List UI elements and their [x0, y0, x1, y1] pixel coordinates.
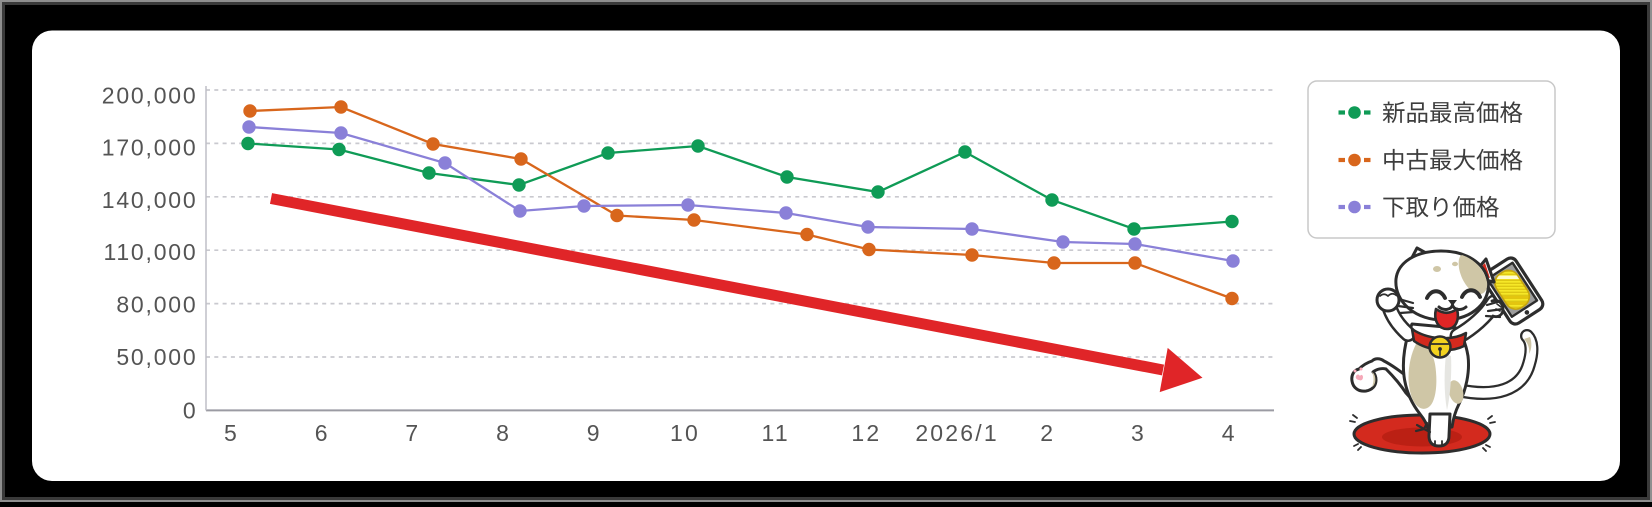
- svg-text:0: 0: [183, 398, 198, 424]
- svg-text:110,000: 110,000: [103, 239, 197, 265]
- svg-text:9: 9: [587, 420, 602, 446]
- svg-text:8: 8: [496, 420, 511, 446]
- svg-text:2: 2: [1040, 420, 1055, 446]
- svg-text:170,000: 170,000: [102, 135, 198, 161]
- svg-text:10: 10: [670, 420, 700, 446]
- svg-text:12: 12: [851, 420, 881, 446]
- svg-text:4: 4: [1222, 420, 1237, 446]
- svg-text:80,000: 80,000: [116, 292, 197, 318]
- svg-text:140,000: 140,000: [102, 187, 198, 213]
- svg-text:50,000: 50,000: [116, 344, 197, 370]
- svg-text:5: 5: [224, 420, 239, 446]
- svg-text:3: 3: [1131, 420, 1146, 446]
- svg-text:2026/1: 2026/1: [915, 420, 999, 446]
- svg-text:7: 7: [405, 420, 420, 446]
- svg-text:200,000: 200,000: [102, 82, 198, 108]
- svg-text:11: 11: [762, 420, 790, 446]
- svg-text:6: 6: [315, 420, 330, 446]
